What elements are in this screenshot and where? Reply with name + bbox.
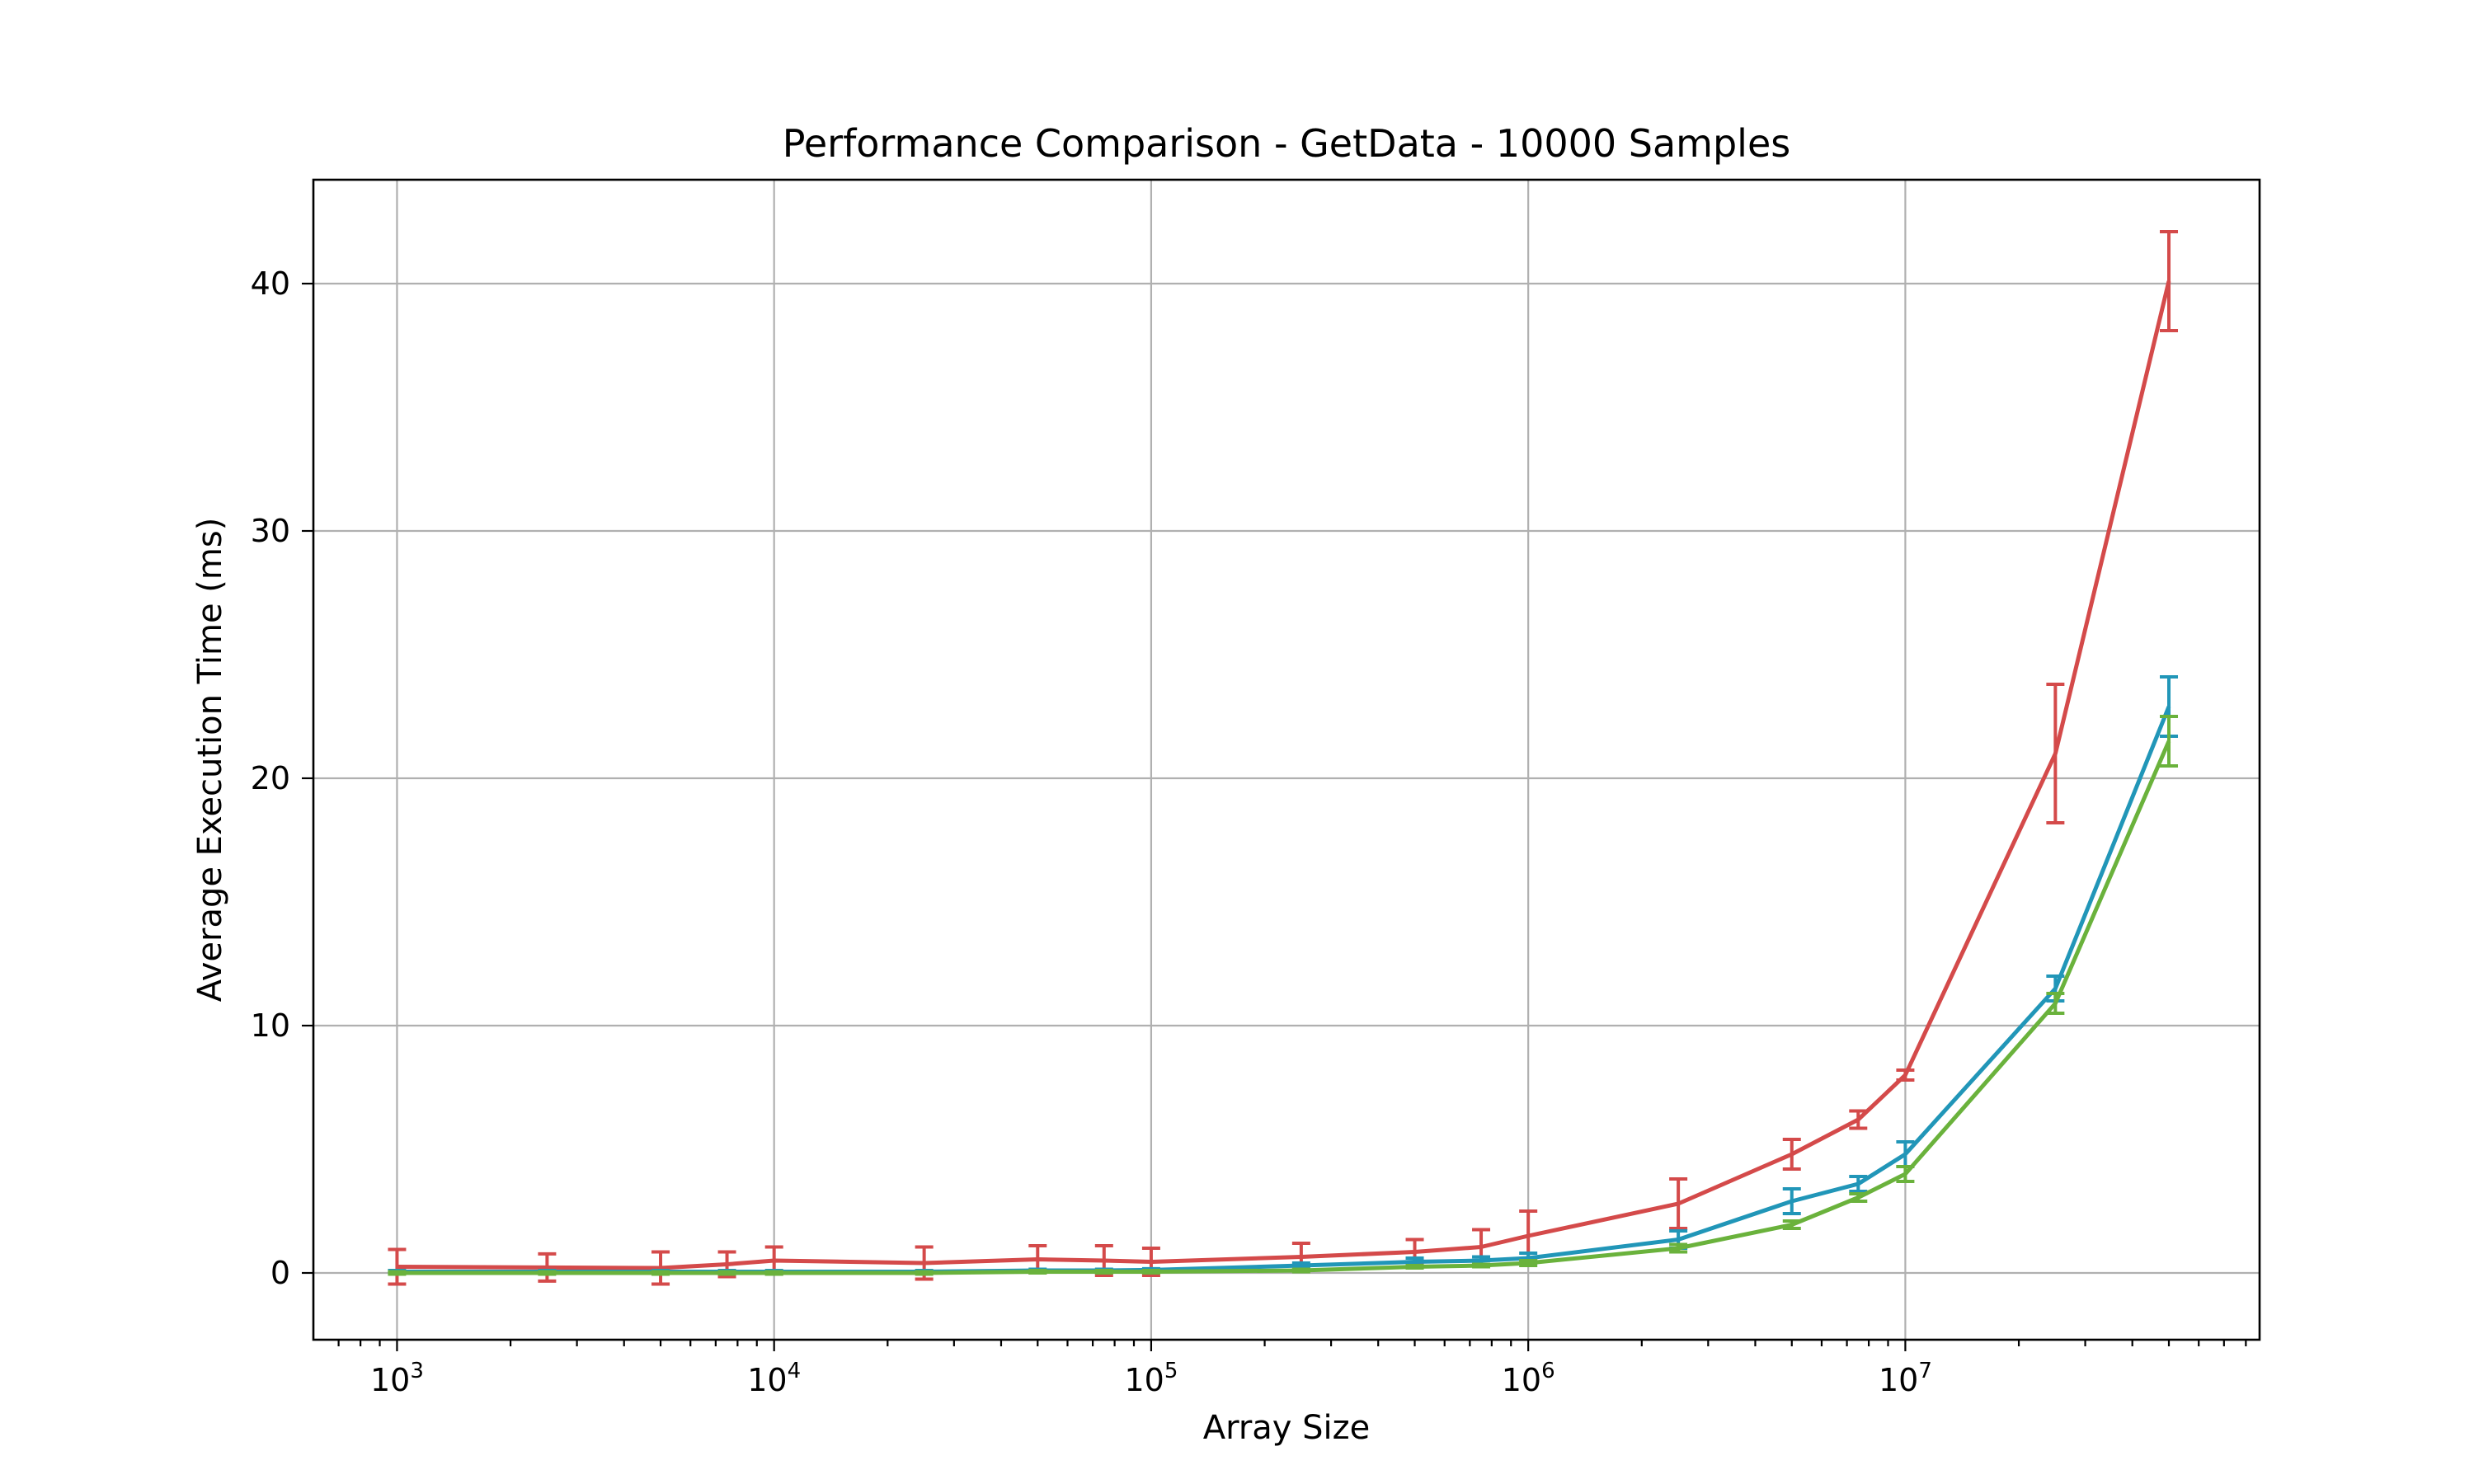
axis-ticks: 103 104 105 106 107 0 10 20 30 40 xyxy=(251,265,2247,1398)
error-bar xyxy=(1669,1177,1688,1230)
error-bar xyxy=(1896,1068,1915,1082)
error-bar xyxy=(1472,1262,1491,1269)
x-tick-label: 107 xyxy=(1879,1359,1932,1398)
error-bar xyxy=(717,1270,736,1276)
x-axis-label: Array Size xyxy=(1203,1409,1371,1447)
error-bar xyxy=(388,1247,407,1286)
error-bar xyxy=(1782,1187,1801,1215)
error-bar xyxy=(1782,1138,1801,1171)
error-bar xyxy=(1849,1175,1868,1193)
error-bar xyxy=(1849,1192,1868,1203)
error-bar xyxy=(1405,1264,1424,1270)
series-layer xyxy=(388,230,2179,1286)
y-tick-label: 0 xyxy=(270,1255,290,1291)
error-bar xyxy=(1141,1269,1160,1275)
chart-title: Performance Comparison - GetData - 10000… xyxy=(783,121,1790,166)
series-2 xyxy=(388,715,2179,1276)
error-bar xyxy=(538,1252,557,1283)
error-bar xyxy=(538,1270,557,1276)
error-bar xyxy=(651,1270,670,1276)
error-bar xyxy=(2046,992,2065,1015)
y-tick-label: 10 xyxy=(251,1007,290,1044)
error-bar xyxy=(764,1270,783,1276)
x-tick-label: 103 xyxy=(370,1359,424,1398)
error-bar xyxy=(651,1250,670,1286)
x-tick-label: 106 xyxy=(1502,1359,1555,1398)
y-tick-label: 40 xyxy=(251,265,290,302)
error-bar xyxy=(1669,1242,1688,1254)
y-tick-label: 20 xyxy=(251,760,290,796)
y-axis-label: Average Execution Time (ms) xyxy=(191,518,229,1003)
error-bar xyxy=(1896,1165,1915,1183)
error-bar xyxy=(1291,1267,1310,1274)
error-bar xyxy=(915,1270,934,1276)
error-bar xyxy=(1782,1219,1801,1230)
error-bar xyxy=(2160,715,2179,768)
x-tick-label: 105 xyxy=(1124,1359,1178,1398)
error-bar xyxy=(388,1270,407,1276)
x-tick-label: 104 xyxy=(747,1359,801,1398)
error-bar xyxy=(1094,1269,1113,1275)
plot-frame xyxy=(312,178,2261,1341)
y-tick-label: 30 xyxy=(251,513,290,549)
error-bar xyxy=(2160,230,2179,332)
error-bar xyxy=(1519,1259,1538,1267)
series-0 xyxy=(388,230,2179,1286)
error-bar xyxy=(2046,683,2065,824)
error-bar xyxy=(1849,1109,1868,1130)
error-bar xyxy=(1028,1269,1047,1275)
